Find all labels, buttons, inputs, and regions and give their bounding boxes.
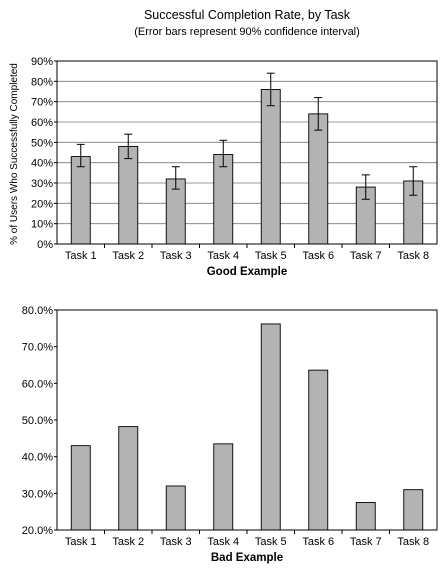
- bar-task-8: [403, 489, 424, 531]
- y-tick-label: 30%: [31, 178, 53, 190]
- bar-task-7: [355, 502, 376, 531]
- x-tick-label: Task 3: [160, 250, 192, 262]
- chart-subtitle: (Error bars represent 90% confidence int…: [134, 26, 360, 38]
- bar-task-1: [70, 445, 91, 531]
- x-tick-label: Task 7: [350, 250, 382, 262]
- bar-task-1: [70, 156, 91, 245]
- plot-frame: [56, 60, 438, 245]
- y-tick-label: 60%: [31, 117, 53, 129]
- bar-task-4: [213, 154, 234, 245]
- chart-title: Successful Completion Rate, by Task: [144, 8, 351, 22]
- bar-task-6: [308, 369, 329, 531]
- x-tick-label: Task 8: [397, 250, 429, 262]
- x-tick-label: Task 7: [350, 536, 382, 548]
- y-tick-label: 40.0%: [22, 452, 53, 464]
- y-tick-label: 80%: [31, 76, 53, 88]
- y-tick-label: 80.0%: [22, 305, 53, 317]
- good-example-chart: 0% 10% 20% 30% 40% 50% 60% 70% 80% 90% Task 1 Task …: [31, 56, 438, 262]
- bar-task-6: [308, 113, 329, 245]
- y-tick-label: 20.0%: [22, 525, 53, 537]
- y-tick-label: 10%: [31, 219, 53, 231]
- y-tick-label: 50.0%: [22, 415, 53, 427]
- bad-example-chart: 20.0% 30.0% 40.0% 50.0% 60.0% 70.0% 80.0% Task …: [22, 305, 438, 548]
- x-tick-label: Task 5: [255, 250, 287, 262]
- y-tick-label: 20%: [31, 198, 53, 210]
- y-tick-label: 90%: [31, 56, 53, 68]
- plot-frame: [56, 309, 438, 531]
- y-tick-label: 40%: [31, 158, 53, 170]
- y-axis-label: % of Users Who Successfully Completed: [9, 63, 20, 245]
- y-tick-label: 30.0%: [22, 488, 53, 500]
- x-tick-label: Task 6: [302, 250, 334, 262]
- bar-task-5: [260, 323, 281, 531]
- y-tick-label: 70%: [31, 97, 53, 109]
- y-tick-label: 60.0%: [22, 378, 53, 390]
- y-tick-label: 50%: [31, 137, 53, 149]
- x-tick-label: Task 2: [112, 250, 144, 262]
- x-tick-label: Task 6: [302, 536, 334, 548]
- good-example-caption: Good Example: [207, 266, 288, 278]
- y-tick-label: 0%: [37, 239, 53, 251]
- bad-example-caption: Bad Example: [211, 552, 283, 564]
- bar-task-5: [260, 89, 281, 245]
- bar-task-2: [118, 426, 139, 531]
- bar-task-4: [213, 443, 234, 531]
- x-tick-label: Task 5: [255, 536, 287, 548]
- x-tick-label: Task 8: [397, 536, 429, 548]
- x-tick-label: Task 4: [207, 536, 239, 548]
- x-tick-label: Task 4: [207, 250, 239, 262]
- x-tick-label: Task 1: [65, 250, 97, 262]
- bar-task-2: [118, 145, 139, 245]
- bar-task-3: [165, 485, 186, 531]
- x-tick-label: Task 3: [160, 536, 192, 548]
- x-tick-label: Task 2: [112, 536, 144, 548]
- x-tick-label: Task 1: [65, 536, 97, 548]
- y-tick-label: 70.0%: [22, 342, 53, 354]
